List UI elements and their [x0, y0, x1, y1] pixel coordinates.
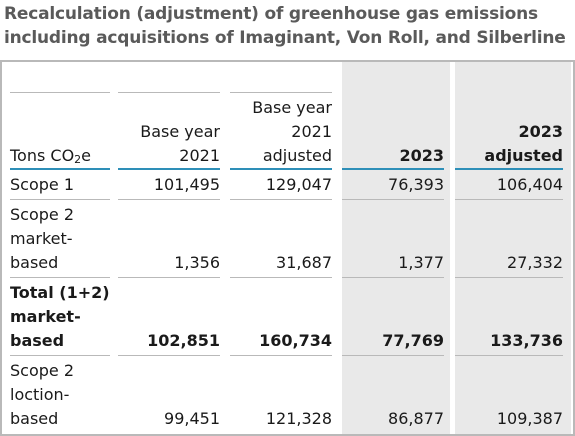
title-line-1: Recalculation (adjustment) of greenhouse… — [4, 4, 538, 24]
col-base-year-line2: 2021 — [179, 146, 220, 165]
column-2023-background — [342, 62, 450, 434]
row-label: based — [10, 409, 59, 428]
row-label: market- — [10, 229, 73, 248]
table-cell: 99,451 — [164, 409, 220, 428]
row-rule — [342, 277, 444, 278]
header-rule — [455, 168, 563, 170]
table-cell: 160,734 — [259, 331, 332, 350]
row-label: market- — [10, 307, 81, 326]
row-label: Total (1+2) — [10, 283, 110, 302]
col-base-year-line1: Base year — [140, 122, 220, 141]
column-2023-adjusted-background — [455, 62, 571, 434]
unit-header: Tons CO2e — [10, 146, 92, 166]
row-rule — [455, 199, 563, 200]
row-rule — [10, 277, 110, 278]
table-cell: 102,851 — [147, 331, 220, 350]
row-label: based — [10, 331, 65, 350]
table-cell: 129,047 — [265, 175, 332, 194]
row-rule — [10, 199, 110, 200]
header-rule — [342, 168, 444, 170]
col-base-year-adjusted-line1: Base year — [252, 98, 332, 117]
row-rule — [342, 199, 444, 200]
row-rule — [230, 199, 332, 200]
table-title: Recalculation (adjustment) of greenhouse… — [4, 2, 569, 50]
table-cell: 1,377 — [398, 253, 444, 272]
row-rule — [118, 199, 220, 200]
table-cell: 133,736 — [490, 331, 563, 350]
table-cell: 106,404 — [496, 175, 563, 194]
row-rule — [118, 355, 220, 356]
header-top-rule — [10, 92, 110, 93]
header-rule — [10, 168, 110, 170]
row-label: Scope 2 — [10, 361, 75, 380]
row-rule — [230, 355, 332, 356]
col-base-year-adjusted-line2: 2021 — [291, 122, 332, 141]
col-2023: 2023 — [399, 146, 444, 165]
table-cell: 86,877 — [388, 409, 444, 428]
col-2023-adjusted-line2: adjusted — [484, 146, 563, 165]
row-label: Scope 2 — [10, 205, 75, 224]
header-top-rule — [118, 92, 220, 93]
row-rule — [455, 277, 563, 278]
row-label: loction- — [10, 385, 70, 404]
title-line-2: including acquisitions of Imaginant, Von… — [4, 28, 566, 48]
header-rule — [118, 168, 220, 170]
row-rule — [230, 277, 332, 278]
table-cell: 77,769 — [382, 331, 444, 350]
row-label: based — [10, 253, 59, 272]
row-label: Scope 1 — [10, 175, 75, 194]
col-base-year-adjusted-line3: adjusted — [262, 146, 332, 165]
table-frame — [0, 60, 575, 436]
row-rule — [455, 355, 563, 356]
table-cell: 121,328 — [265, 409, 332, 428]
row-rule — [118, 277, 220, 278]
table-cell: 1,356 — [174, 253, 220, 272]
table-cell: 76,393 — [388, 175, 444, 194]
row-rule — [342, 355, 444, 356]
header-rule — [230, 168, 332, 170]
table-cell: 109,387 — [496, 409, 563, 428]
table-cell: 101,495 — [153, 175, 220, 194]
table-cell: 31,687 — [276, 253, 332, 272]
table-cell: 27,332 — [507, 253, 563, 272]
col-2023-adjusted-line1: 2023 — [518, 122, 563, 141]
row-rule — [10, 355, 110, 356]
header-top-rule — [230, 92, 332, 93]
